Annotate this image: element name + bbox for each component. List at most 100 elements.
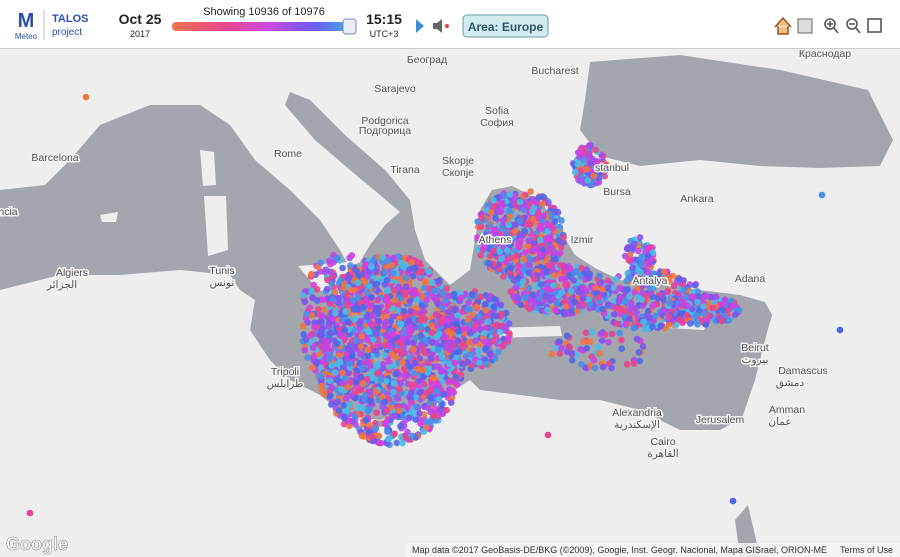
place-label: Tunis bbox=[209, 265, 234, 277]
vessel-dot bbox=[357, 386, 364, 394]
place-label: طرابلس bbox=[267, 378, 304, 390]
vessel-dot bbox=[590, 172, 598, 180]
vessel-dot bbox=[535, 194, 542, 202]
vessel-dot bbox=[357, 373, 365, 381]
vessel-dot bbox=[473, 303, 481, 311]
vessel-dot bbox=[718, 317, 726, 325]
vessel-dot bbox=[684, 302, 691, 309]
vessel-dot bbox=[652, 278, 660, 286]
vessel-dot bbox=[490, 303, 497, 311]
vessel-dot bbox=[394, 307, 402, 314]
vessel-dot bbox=[374, 296, 382, 304]
vessel-dot bbox=[678, 301, 685, 309]
toolbar: M Meteo TALOS project Oct 25 2017 Showin… bbox=[15, 6, 882, 41]
vessel-dot bbox=[375, 305, 382, 312]
vessel-dot bbox=[327, 329, 334, 337]
vessel-dot bbox=[495, 207, 503, 215]
vessel-dot bbox=[543, 292, 550, 300]
vessel-dot bbox=[506, 212, 513, 220]
place-label: Beirut bbox=[741, 342, 769, 354]
vessel-dot bbox=[371, 347, 379, 355]
place-label: Ankara bbox=[680, 193, 713, 205]
play-button[interactable] bbox=[416, 19, 424, 33]
vessel-dot bbox=[566, 343, 573, 351]
vessel-dot bbox=[673, 321, 680, 329]
vessel-dot bbox=[476, 325, 484, 332]
vessel-dot bbox=[596, 272, 603, 280]
fullscreen-button[interactable] bbox=[867, 18, 882, 33]
vessel-dot bbox=[404, 339, 411, 346]
vessel-dot bbox=[664, 288, 672, 295]
vessel-dot bbox=[504, 247, 511, 254]
vessel-dot bbox=[348, 352, 356, 360]
vessel-dot bbox=[395, 315, 403, 323]
home-button[interactable] bbox=[774, 16, 792, 35]
vessel-dot bbox=[491, 322, 499, 330]
vessel-dot bbox=[557, 262, 564, 269]
vessel-dot bbox=[437, 368, 445, 375]
vessel-dot bbox=[621, 298, 629, 305]
vessel-dot bbox=[385, 435, 393, 443]
vessel-dot bbox=[354, 404, 362, 411]
vessel-dot bbox=[587, 301, 594, 309]
place-label: الجزائر bbox=[46, 279, 77, 291]
vessel-dot bbox=[399, 439, 406, 447]
place-label: بيروت bbox=[742, 354, 769, 366]
vessel-dot bbox=[675, 275, 683, 282]
sound-button[interactable] bbox=[433, 19, 442, 33]
vessel-dot bbox=[595, 294, 602, 301]
vessel-dot bbox=[548, 350, 556, 358]
area-button[interactable] bbox=[462, 14, 549, 38]
vessel-dot bbox=[364, 290, 371, 297]
vessel-dot bbox=[393, 439, 401, 447]
place-label: الإسكندرية bbox=[614, 419, 660, 431]
vessel-dot bbox=[568, 350, 575, 357]
vessel-dot bbox=[630, 324, 637, 332]
sound-indicator bbox=[445, 24, 449, 28]
vessel-dot bbox=[623, 286, 631, 293]
vessel-dot bbox=[445, 378, 452, 386]
vessel-dot bbox=[395, 407, 403, 415]
zoom-out-button[interactable] bbox=[846, 18, 861, 34]
vessel-dot bbox=[644, 307, 652, 315]
vessel-dot bbox=[611, 311, 618, 318]
vessel-dot bbox=[382, 377, 390, 385]
vessel-dot bbox=[694, 321, 701, 328]
map[interactable]: Краснодар Bucharest Београд Sarajevo SofiaСо… bbox=[0, 49, 900, 557]
terms-link[interactable]: Terms of Use bbox=[840, 545, 893, 555]
layers-button[interactable] bbox=[797, 18, 813, 34]
vessel-dot bbox=[364, 408, 372, 415]
vessel-dot bbox=[522, 294, 529, 302]
vessel-dot bbox=[395, 283, 403, 291]
vessel-dot bbox=[407, 363, 414, 371]
vessel-dot bbox=[577, 346, 584, 353]
vessel-dot bbox=[566, 271, 573, 279]
vessel-dot bbox=[396, 385, 403, 393]
vessel-dot bbox=[417, 323, 424, 331]
vessel-dot bbox=[397, 379, 404, 387]
showing-count: Showing 10936 of 10976 bbox=[203, 6, 325, 18]
zoom-in-button[interactable] bbox=[824, 18, 839, 34]
date: Oct 25 bbox=[119, 11, 162, 27]
vessel-dot bbox=[728, 297, 735, 305]
vessel-dot bbox=[558, 275, 565, 283]
time-slider[interactable] bbox=[172, 22, 350, 31]
vessel-dot bbox=[574, 160, 582, 168]
vessel-dot bbox=[326, 393, 333, 400]
vessel-dot bbox=[695, 293, 702, 300]
vessel-dot bbox=[300, 331, 307, 338]
vessel-dot bbox=[516, 217, 524, 225]
vessel-dot bbox=[516, 231, 524, 238]
vessel-dot bbox=[575, 176, 582, 184]
place-label: عمان bbox=[768, 416, 791, 428]
vessel-dot bbox=[389, 270, 397, 277]
vessel-dot bbox=[358, 432, 366, 440]
slider-handle[interactable] bbox=[342, 18, 357, 35]
vessel-dot bbox=[313, 286, 321, 293]
vessel-dot bbox=[352, 337, 360, 345]
vessel-dot bbox=[398, 350, 406, 358]
vessel-dot bbox=[387, 404, 395, 411]
vessel-dot bbox=[665, 274, 672, 282]
vessel-dot bbox=[691, 282, 699, 289]
place-label: Скопје bbox=[442, 167, 474, 179]
